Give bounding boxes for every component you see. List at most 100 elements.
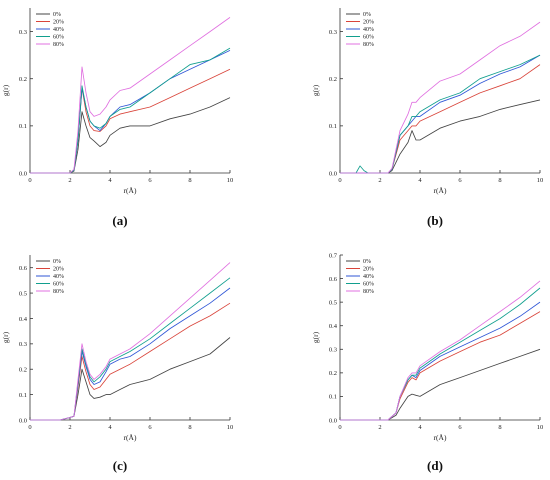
- legend: 0% 20%40% 60%80%: [346, 12, 374, 48]
- y-axis-title: g(r): [1, 331, 10, 343]
- legend-label: 0%: [363, 12, 371, 18]
- x-tick-label: 0: [338, 424, 341, 431]
- panel-label: (b): [427, 213, 443, 228]
- panel-label: (c): [113, 458, 127, 473]
- legend-label: 80%: [363, 289, 374, 295]
- legend-label: 60%: [363, 282, 374, 288]
- x-tick-label: 6: [148, 177, 152, 184]
- legend: 0% 20%40% 60%80%: [36, 12, 64, 48]
- y-tick-label: 0.2: [19, 367, 27, 374]
- legend-label: 40%: [53, 27, 64, 33]
- x-axis-title: r(Å): [124, 433, 137, 442]
- chart-panel: 0 2 4 6 8 10 0.0 0.1 0.2 0.3 r(Å) g(r) 0% 20%40% 60%80…: [311, 8, 543, 228]
- series-line: [30, 47, 231, 174]
- y-tick-label: 0.4: [329, 323, 338, 330]
- legend-label: 40%: [363, 27, 374, 33]
- legend-label: 0%: [363, 259, 371, 265]
- x-tick-label: 4: [418, 424, 422, 431]
- y-axis-title: g(r): [311, 331, 320, 343]
- x-axis-title: r(Å): [434, 186, 447, 195]
- legend-label: 60%: [53, 35, 64, 41]
- series-line: [340, 311, 541, 421]
- x-tick-label: 10: [537, 177, 544, 184]
- legend-label: 60%: [53, 282, 64, 288]
- x-tick-label: 0: [338, 177, 341, 184]
- legend: 0% 20%40% 60%80%: [346, 259, 374, 295]
- legend-label: 20%: [363, 20, 374, 26]
- chart-panel: 0 2 4 6 8 10 0.0 0.1 0.2 0.3 0.4 0.5 0.6 0.7 r(Å) g(r) 0…: [311, 252, 543, 473]
- x-tick-label: 2: [378, 177, 381, 184]
- x-tick-label: 4: [108, 177, 112, 184]
- legend-label: 80%: [53, 42, 64, 48]
- y-tick-label: 0.2: [19, 76, 27, 83]
- legend-label: 0%: [53, 12, 61, 18]
- legend-label: 40%: [53, 274, 64, 280]
- x-tick-label: 8: [498, 177, 501, 184]
- series-line: [30, 302, 231, 421]
- x-tick-label: 0: [28, 424, 31, 431]
- series-line: [340, 54, 541, 174]
- x-tick-label: 0: [28, 177, 31, 184]
- y-tick-label: 0.0: [19, 417, 27, 424]
- y-tick-label: 0.6: [19, 265, 28, 272]
- x-tick-label: 8: [498, 424, 501, 431]
- legend-label: 20%: [53, 20, 64, 26]
- series-line: [340, 287, 541, 421]
- x-tick-label: 4: [108, 424, 112, 431]
- y-tick-label: 0.2: [329, 76, 337, 83]
- chart-panel: 0 2 4 6 8 10 0.0 0.1 0.2 0.3 0.4 0.5 0.6 r(Å) g(r) 0% 20…: [1, 255, 233, 473]
- legend-label: 60%: [363, 35, 374, 41]
- y-tick-label: 0.0: [19, 170, 27, 177]
- y-tick-label: 0.6: [329, 276, 338, 283]
- y-tick-label: 0.5: [329, 299, 337, 306]
- x-tick-label: 6: [458, 424, 462, 431]
- x-tick-label: 8: [188, 177, 191, 184]
- y-tick-label: 0.1: [329, 123, 337, 130]
- legend: 0% 20%40% 60%80%: [36, 259, 64, 295]
- y-tick-label: 0.5: [19, 290, 27, 297]
- x-tick-label: 10: [227, 424, 234, 431]
- x-tick-label: 10: [537, 424, 544, 431]
- series-line: [30, 287, 231, 421]
- x-tick-label: 2: [378, 424, 381, 431]
- x-tick-label: 2: [68, 177, 71, 184]
- series-line: [340, 54, 541, 174]
- series-line: [30, 262, 231, 421]
- legend-label: 20%: [53, 267, 64, 273]
- legend-label: 40%: [363, 274, 374, 280]
- series-line: [340, 348, 541, 421]
- y-tick-label: 0.2: [329, 370, 337, 377]
- series-line: [30, 68, 231, 174]
- x-tick-label: 8: [188, 424, 191, 431]
- y-tick-label: 0.3: [19, 29, 27, 36]
- y-tick-label: 0.1: [19, 123, 27, 130]
- legend-label: 20%: [363, 267, 374, 273]
- x-tick-label: 4: [418, 177, 422, 184]
- panel-label: (a): [112, 213, 127, 228]
- series-line: [30, 97, 231, 174]
- legend-label: 0%: [53, 259, 61, 265]
- x-axis-title: r(Å): [434, 433, 447, 442]
- y-tick-label: 0.0: [329, 417, 337, 424]
- x-tick-label: 10: [227, 177, 234, 184]
- series-line: [340, 21, 541, 174]
- y-tick-label: 0.3: [329, 29, 337, 36]
- y-axis-title: g(r): [311, 84, 320, 96]
- y-tick-label: 0.1: [329, 394, 337, 401]
- y-tick-label: 0.4: [19, 316, 28, 323]
- y-tick-label: 0.1: [19, 392, 27, 399]
- panel-label: (d): [427, 458, 443, 473]
- y-tick-label: 0.0: [329, 170, 337, 177]
- x-tick-label: 6: [148, 424, 152, 431]
- chart-panel: 0 2 4 6 8 10 0.0 0.1 0.2 0.3 r(Å) g(r) 0% 20%40% 60%80…: [1, 8, 233, 228]
- y-tick-label: 0.3: [19, 341, 27, 348]
- series-line: [30, 337, 231, 421]
- series-line: [30, 17, 231, 174]
- x-tick-label: 6: [458, 177, 462, 184]
- x-axis-title: r(Å): [124, 186, 137, 195]
- legend-label: 80%: [53, 289, 64, 295]
- x-tick-label: 2: [68, 424, 71, 431]
- series-line: [340, 280, 541, 421]
- y-tick-label: 0.7: [329, 252, 338, 259]
